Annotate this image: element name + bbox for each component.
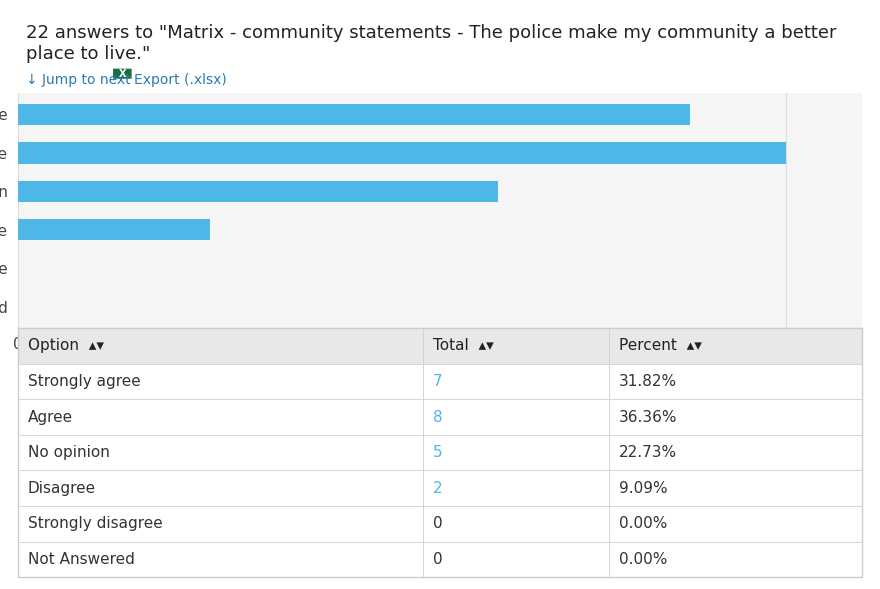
Text: 8: 8 bbox=[433, 409, 443, 425]
Text: 22.73%: 22.73% bbox=[620, 445, 678, 460]
FancyBboxPatch shape bbox=[609, 435, 862, 471]
FancyBboxPatch shape bbox=[18, 506, 423, 542]
Text: 31.82%: 31.82% bbox=[620, 374, 678, 389]
Text: No opinion: No opinion bbox=[28, 445, 110, 460]
Bar bbox=[18, 104, 690, 125]
FancyBboxPatch shape bbox=[609, 328, 862, 363]
Text: 5: 5 bbox=[433, 445, 443, 460]
FancyBboxPatch shape bbox=[18, 435, 423, 471]
Bar bbox=[18, 181, 497, 202]
Text: X: X bbox=[119, 69, 126, 79]
Text: Percent  ▴▾: Percent ▴▾ bbox=[620, 338, 702, 353]
Text: Total  ▴▾: Total ▴▾ bbox=[433, 338, 494, 353]
FancyBboxPatch shape bbox=[609, 542, 862, 577]
Text: Strongly agree: Strongly agree bbox=[28, 374, 141, 389]
Text: 0: 0 bbox=[433, 552, 443, 567]
FancyBboxPatch shape bbox=[423, 542, 609, 577]
Text: Not Answered: Not Answered bbox=[28, 552, 135, 567]
Text: Strongly disagree: Strongly disagree bbox=[28, 517, 163, 531]
Text: Agree: Agree bbox=[28, 409, 73, 425]
FancyBboxPatch shape bbox=[18, 399, 423, 435]
FancyBboxPatch shape bbox=[609, 471, 862, 506]
FancyBboxPatch shape bbox=[18, 328, 423, 363]
FancyBboxPatch shape bbox=[18, 363, 423, 399]
FancyBboxPatch shape bbox=[423, 399, 609, 435]
Text: 0: 0 bbox=[433, 517, 443, 531]
Text: 9.09%: 9.09% bbox=[620, 481, 668, 496]
Text: 0.00%: 0.00% bbox=[620, 517, 667, 531]
Text: 0.00%: 0.00% bbox=[620, 552, 667, 567]
FancyBboxPatch shape bbox=[113, 69, 132, 79]
Bar bbox=[18, 143, 786, 164]
FancyBboxPatch shape bbox=[609, 363, 862, 399]
Text: 2: 2 bbox=[433, 481, 443, 496]
FancyBboxPatch shape bbox=[18, 542, 423, 577]
Text: Option  ▴▾: Option ▴▾ bbox=[28, 338, 104, 353]
FancyBboxPatch shape bbox=[609, 506, 862, 542]
FancyBboxPatch shape bbox=[423, 506, 609, 542]
FancyBboxPatch shape bbox=[609, 399, 862, 435]
FancyBboxPatch shape bbox=[423, 471, 609, 506]
FancyBboxPatch shape bbox=[18, 471, 423, 506]
Text: ↓ Jump to next: ↓ Jump to next bbox=[26, 73, 130, 87]
Text: Export (.xlsx): Export (.xlsx) bbox=[134, 73, 227, 87]
FancyBboxPatch shape bbox=[423, 328, 609, 363]
Text: 22 answers to "Matrix - community statements - The police make my community a be: 22 answers to "Matrix - community statem… bbox=[26, 24, 837, 63]
FancyBboxPatch shape bbox=[423, 363, 609, 399]
Text: 7: 7 bbox=[433, 374, 443, 389]
Text: Disagree: Disagree bbox=[28, 481, 96, 496]
Text: 36.36%: 36.36% bbox=[620, 409, 678, 425]
Bar bbox=[18, 219, 209, 240]
FancyBboxPatch shape bbox=[423, 435, 609, 471]
